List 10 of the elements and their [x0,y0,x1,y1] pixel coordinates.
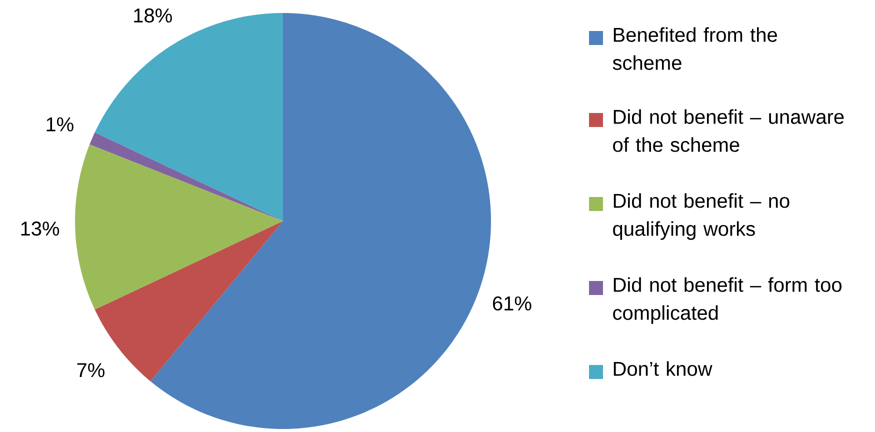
legend-label: Don’t know [614,361,712,376]
legend-label: Did not benefit – no qualifying works [613,193,790,240]
legend-label: Did not benefit – form too complicated [613,277,842,324]
data-label: 13% [21,222,60,236]
data-label: 7% [77,363,104,378]
legend-label: Did not benefit – unaware of the scheme [613,109,844,152]
data-label: 1% [46,117,74,132]
data-label: 18% [134,8,172,23]
data-label: 61% [492,296,532,311]
legend-label: Benefited from the scheme [612,27,777,70]
